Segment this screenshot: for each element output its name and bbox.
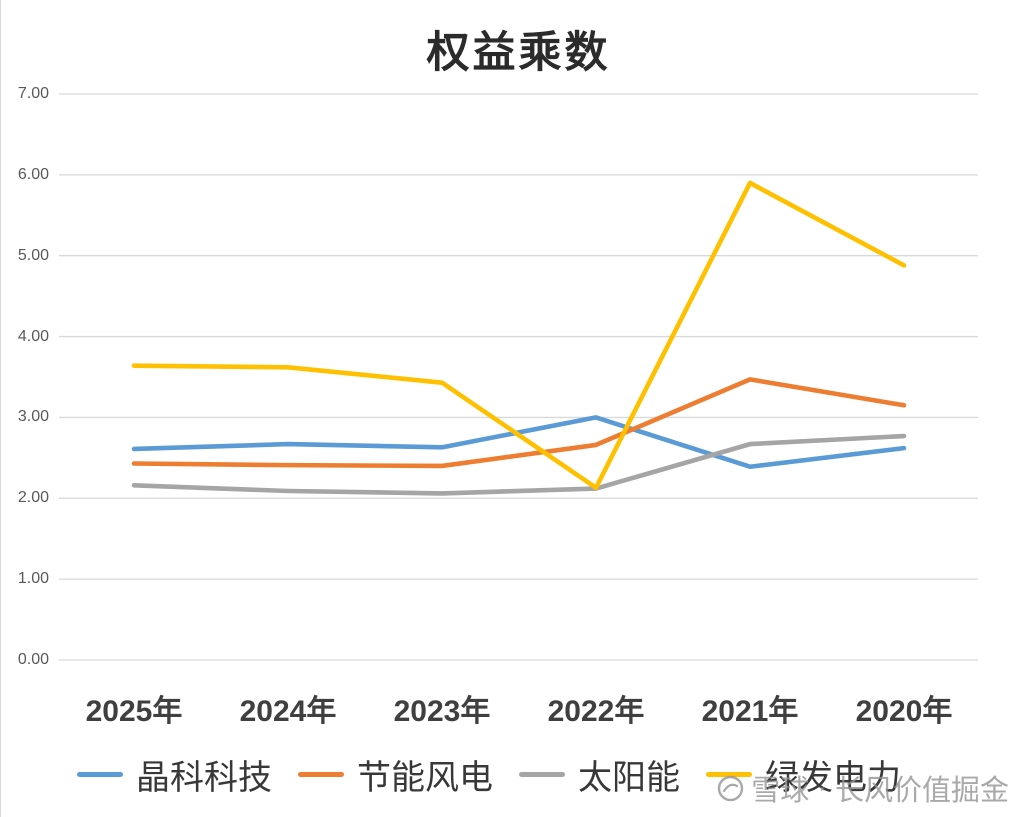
legend: 晶科科技 节能风电 太阳能 绿发电力 <box>77 750 901 799</box>
legend-label: 太阳能 <box>578 760 680 797</box>
x-axis: 2025年 2024年 2023年 2022年 2021年 2020年 <box>1 686 1020 728</box>
legend-dash-icon <box>519 772 565 777</box>
series-line-晶科科技 <box>131 415 907 470</box>
x-axis-label: 2024年 <box>239 695 337 728</box>
y-axis-tick-label: 3.00 <box>17 408 49 426</box>
y-axis-tick-label: 2.00 <box>17 489 49 507</box>
watermark-brand: 雪球 <box>751 775 810 807</box>
y-axis-tick-label: 6.00 <box>17 165 49 183</box>
watermark: 雪球 · 长风价值掘金 <box>717 767 1009 809</box>
y-axis-tick-label: 4.00 <box>17 327 49 345</box>
y-axis-tick-label: 5.00 <box>17 246 49 264</box>
legend-dash-icon <box>77 772 123 777</box>
x-axis-label: 2025年 <box>85 695 183 728</box>
legend-dash-icon <box>298 772 344 777</box>
x-axis-label: 2020年 <box>855 695 953 728</box>
legend-item: 节能风电 <box>298 750 493 799</box>
watermark-separator: · <box>817 771 827 804</box>
y-axis: 0.00 1.00 2.00 3.00 4.00 5.00 6.00 7.00 <box>1 0 49 817</box>
chart-title: 权益乘数 <box>426 30 611 77</box>
legend-item: 太阳能 <box>519 750 680 799</box>
series-line-太阳能 <box>131 433 907 496</box>
watermark-name: 长风价值掘金 <box>834 775 1009 807</box>
y-axis-tick-label: 1.00 <box>17 570 49 588</box>
y-axis-tick-label: 7.00 <box>17 84 49 102</box>
legend-label: 晶科科技 <box>136 760 272 797</box>
x-axis-label: 2021年 <box>701 695 799 728</box>
legend-label: 绿发电力 <box>765 760 901 797</box>
x-axis-label: 2023年 <box>393 695 491 728</box>
legend-dash-icon <box>706 772 752 777</box>
series-line-绿发电力 <box>131 180 907 491</box>
legend-label: 节能风电 <box>357 760 493 797</box>
legend-item: 绿发电力 <box>706 750 901 799</box>
xueqiu-snowball-logo-icon <box>718 775 744 801</box>
series-line-节能风电 <box>131 377 907 469</box>
legend-item: 晶科科技 <box>77 750 272 799</box>
x-axis-label: 2022年 <box>547 695 645 728</box>
y-axis-tick-label: 0.00 <box>17 651 49 668</box>
